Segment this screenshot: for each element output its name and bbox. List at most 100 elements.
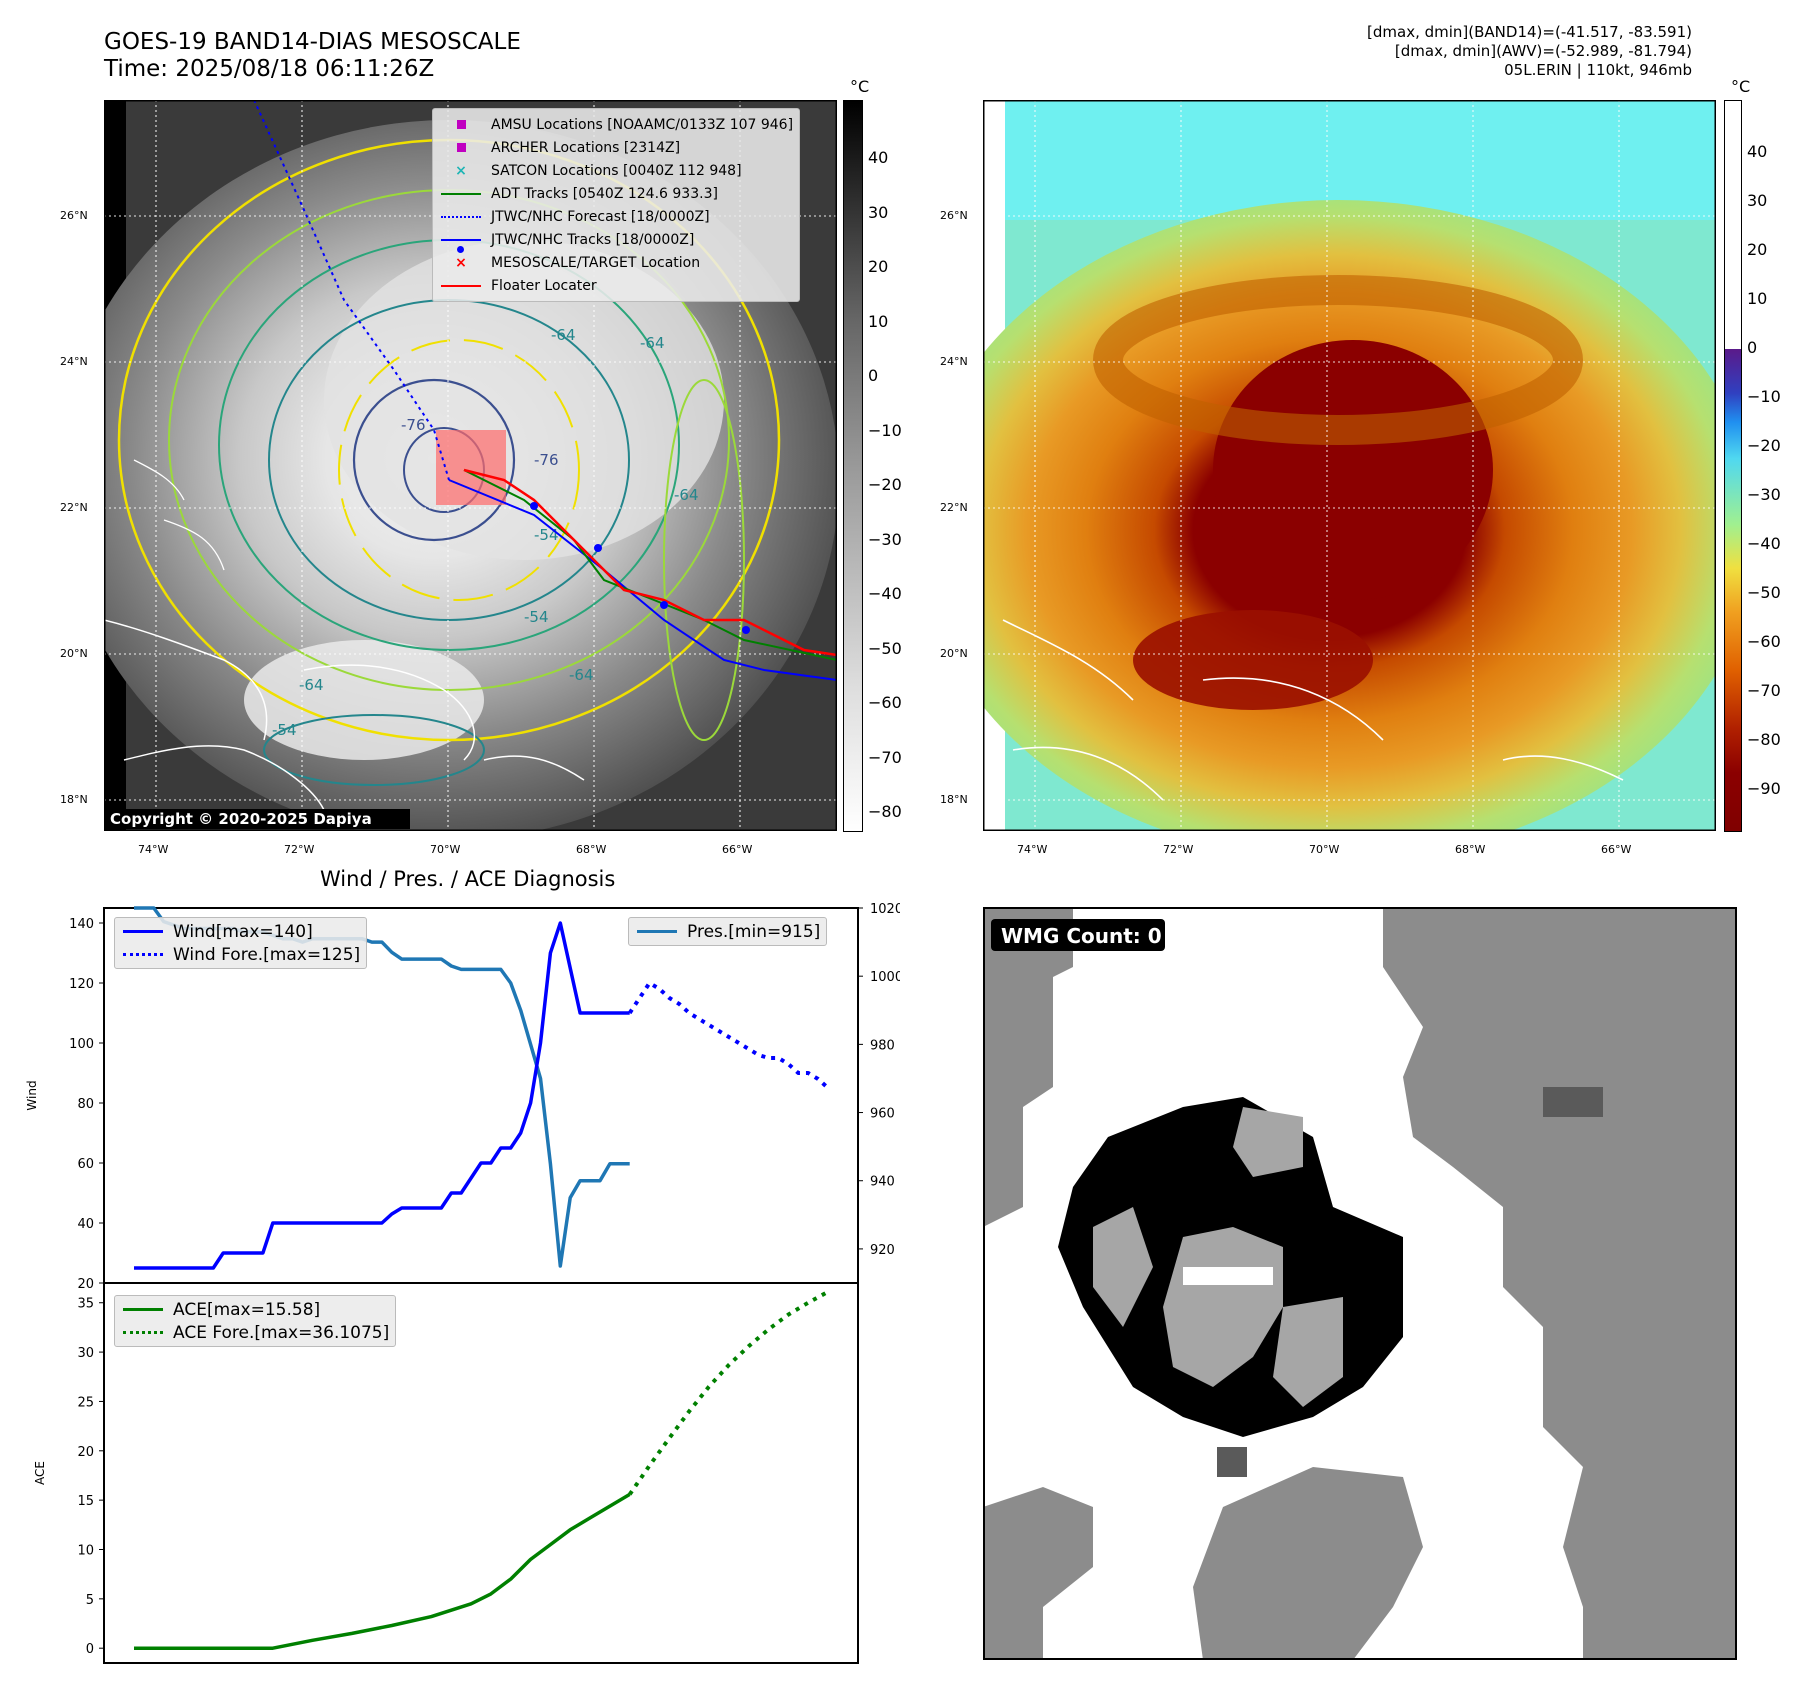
legend-label: ACE[max=15.58]	[173, 1299, 321, 1320]
legend-satcon: × SATCON Locations [0040Z 112 948]	[439, 159, 793, 182]
track-point	[660, 601, 668, 609]
legend-square-marker	[456, 143, 466, 152]
pressure-tick-label: 1000	[870, 970, 900, 985]
legend-line	[123, 1308, 163, 1311]
legend-label: MESOSCALE/TARGET Location	[491, 254, 701, 271]
legend-adt: ADT Tracks [0540Z 124.6 933.3]	[439, 182, 793, 205]
wind-tick-label: 120	[69, 977, 94, 992]
lon-label: 70°W	[1309, 843, 1340, 856]
legend-wind-forecast: Wind Fore.[max=125]	[121, 943, 360, 966]
ace-legend: ACE[max=15.58] ACE Fore.[max=36.1075]	[114, 1295, 397, 1347]
track-point	[530, 502, 538, 510]
ir-cdo	[324, 240, 724, 560]
diagnosis-title: Wind / Pres. / ACE Diagnosis	[320, 867, 616, 891]
wind-line	[134, 921, 630, 1270]
enhanced-coastlines	[1002, 619, 1624, 801]
colorbar-tick-label: 10	[868, 311, 889, 331]
legend-label: ACE Fore.[max=36.1075]	[173, 1322, 390, 1343]
wind-forecast-line	[628, 981, 830, 1090]
diagnosis-chart: 2040608010012014092094096098010001020051…	[25, 902, 900, 1664]
wmg-gray-sw	[983, 1487, 1093, 1660]
mesoscale-target-box	[436, 430, 506, 505]
contour-label: -64	[674, 486, 699, 504]
contour-label: -76	[401, 416, 426, 434]
lat-label: 22°N	[60, 501, 88, 514]
coastline-hispaniola	[303, 664, 585, 781]
lon-label: 74°W	[1017, 843, 1048, 856]
pressure-tick-label: 920	[870, 1243, 895, 1258]
colorbar-tick-label: −40	[1747, 534, 1781, 553]
storm-info: 05L.ERIN | 110kt, 946mb	[1504, 61, 1692, 79]
legend-label: JTWC/NHC Tracks [18/0000Z]	[491, 231, 695, 248]
wind-tick-label: 20	[77, 1277, 94, 1292]
lat-label: 18°N	[940, 793, 968, 806]
wind-axis-label: Wind	[25, 1080, 39, 1110]
colorbar-tick-label: 30	[1747, 191, 1768, 210]
contour-label: -54	[534, 526, 559, 544]
track-legend: AMSU Locations [NOAAMC/0133Z 107 946] AR…	[432, 108, 801, 302]
colorbar-tick-label: −10	[1747, 387, 1781, 406]
ace-tick-label: 0	[86, 1642, 94, 1657]
plot-time: Time: 2025/08/18 06:11:26Z	[104, 56, 435, 82]
track-point	[594, 544, 602, 552]
legend-label: ADT Tracks [0540Z 124.6 933.3]	[491, 185, 718, 202]
lon-label: 74°W	[138, 843, 169, 856]
wmg-count-label: WMG Count: 0	[1001, 924, 1162, 948]
colorbar-tick-label: −60	[868, 693, 902, 712]
jtwc-track	[448, 479, 837, 681]
jtwc-track-points	[530, 502, 750, 634]
ace-tick-label: 25	[77, 1395, 94, 1410]
pressure-legend: Pres.[min=915]	[628, 917, 828, 946]
ir-colorbar	[843, 100, 863, 832]
colorbar-tick-label: −40	[868, 584, 902, 603]
wmg-frame	[983, 907, 1737, 1660]
colorbar-tick-label: −90	[1747, 779, 1781, 798]
ace-tick-label: 5	[86, 1593, 94, 1608]
colorbar-tick-label: 20	[868, 257, 889, 276]
colorbar-tick-label: −60	[1747, 632, 1781, 651]
legend-line	[441, 215, 481, 218]
wmg-light-gray-3	[1233, 1107, 1303, 1177]
colorbar-tick-label: −80	[1747, 730, 1781, 749]
wmg-dark-patch	[1543, 1087, 1603, 1117]
enhanced-map-panel	[983, 100, 1716, 831]
contour-navy	[352, 378, 516, 542]
lat-label: 26°N	[940, 209, 968, 222]
lon-label: 70°W	[430, 843, 461, 856]
pressure-tick-label: 1020	[870, 902, 900, 917]
coastline-bahamas	[133, 459, 225, 571]
wmg-white-gap	[1183, 1267, 1273, 1285]
copyright-bg	[106, 809, 410, 829]
ace-tick-label: 30	[77, 1346, 94, 1361]
ace-axis-label: ACE	[33, 1461, 47, 1485]
contour-label-group: -64 -64 -64 -54 -64 -54 -54 -64	[272, 326, 699, 739]
contour-label: -64	[569, 666, 594, 684]
floater-track	[463, 468, 837, 657]
legend-amsu: AMSU Locations [NOAAMC/0133Z 107 946]	[439, 113, 793, 136]
legend-line	[637, 930, 677, 933]
colorbar-tick-label: −20	[868, 475, 902, 494]
pressure-tick-label: 980	[870, 1038, 895, 1053]
colorbar-tick-label: −70	[868, 747, 902, 767]
colorbar-tick-label: −50	[868, 638, 902, 658]
legend-label: Wind Fore.[max=125]	[173, 944, 361, 965]
wmg-label-bg	[991, 919, 1165, 951]
ir-colorbar-unit: °C	[850, 77, 870, 96]
colorbar-tick-label: −30	[1747, 485, 1781, 504]
wmg-gray-east	[1383, 907, 1737, 1660]
legend-jtwc-tracks: JTWC/NHC Tracks [18/0000Z]	[439, 228, 793, 253]
coastline-cuba	[104, 619, 325, 811]
track-point	[742, 626, 750, 634]
wind-legend: Wind[max=140] Wind Fore.[max=125]	[114, 917, 368, 969]
contour-south	[263, 714, 485, 786]
pressure-tick-label: 940	[870, 1175, 895, 1190]
legend-dot-marker	[457, 245, 464, 253]
legend-x-marker: ×	[455, 162, 467, 179]
legend-label: Wind[max=140]	[173, 921, 313, 942]
legend-line	[123, 930, 163, 933]
ace-axes-frame	[103, 1282, 859, 1664]
colorbar-tick-label: −10	[868, 420, 902, 440]
wmg-light-gray-4	[1273, 1297, 1343, 1407]
ace-tick-label: 20	[77, 1445, 94, 1460]
wmg-dark-patch	[1217, 1447, 1247, 1477]
